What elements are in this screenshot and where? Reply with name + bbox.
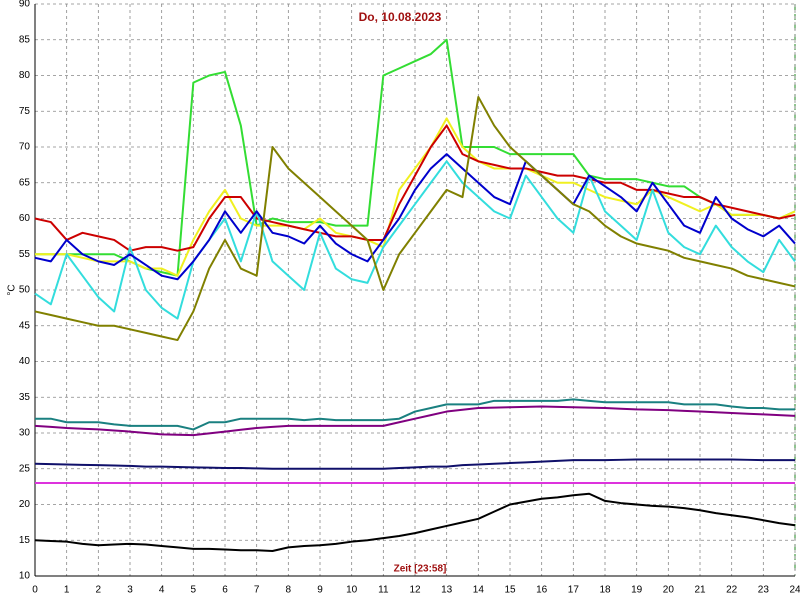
x-tick-label: 17 xyxy=(568,585,580,596)
x-tick-label: 10 xyxy=(346,585,358,596)
x-tick-label: 11 xyxy=(378,585,389,596)
y-axis-label: °C xyxy=(7,284,18,295)
x-tick-label: 7 xyxy=(254,585,260,596)
x-tick-label: 2 xyxy=(96,585,102,596)
y-tick-label: 35 xyxy=(19,392,31,403)
series-line xyxy=(34,124,796,252)
x-tick-label: 18 xyxy=(599,585,611,596)
series-line xyxy=(35,398,795,431)
y-tick-label: 65 xyxy=(19,177,31,188)
y-tick-label: 10 xyxy=(19,571,31,582)
x-tick-label: 22 xyxy=(726,585,738,596)
x-tick-label: 5 xyxy=(191,585,197,596)
y-tick-label: 70 xyxy=(19,142,31,153)
y-tick-label: 30 xyxy=(19,428,31,439)
x-axis-label: Zeit [23:58] xyxy=(394,564,447,575)
y-tick-label: 20 xyxy=(19,499,31,510)
series-line xyxy=(35,38,796,277)
series-line xyxy=(34,458,795,470)
x-tick-label: 15 xyxy=(504,585,516,596)
x-tick-label: 19 xyxy=(631,585,643,596)
x-tick-label: 13 xyxy=(441,585,453,596)
y-tick-label: 75 xyxy=(19,106,31,117)
x-tick-label: 14 xyxy=(473,585,485,596)
x-tick-label: 21 xyxy=(694,585,706,596)
x-tick-label: 24 xyxy=(789,585,800,596)
x-tick-label: 0 xyxy=(32,585,38,596)
y-tick-label: 85 xyxy=(19,34,31,45)
y-tick-label: 55 xyxy=(19,249,31,260)
series-line xyxy=(34,160,796,320)
x-tick-label: 23 xyxy=(758,585,770,596)
series-line xyxy=(34,153,796,281)
series-line xyxy=(35,117,796,277)
x-tick-label: 12 xyxy=(409,585,421,596)
y-tick-label: 25 xyxy=(19,463,31,474)
chart-title: Do, 10.08.2023 xyxy=(359,10,442,24)
x-tick-label: 16 xyxy=(536,585,548,596)
x-tick-label: 9 xyxy=(317,585,323,596)
y-tick-label: 80 xyxy=(19,70,31,81)
y-tick-label: 15 xyxy=(19,535,31,546)
y-tick-label: 50 xyxy=(19,285,31,296)
x-tick-label: 3 xyxy=(127,585,133,596)
y-tick-label: 60 xyxy=(19,213,31,224)
series-line xyxy=(34,95,796,342)
x-tick-label: 4 xyxy=(159,585,165,596)
x-tick-label: 1 xyxy=(64,585,70,596)
x-tick-label: 6 xyxy=(222,585,228,596)
y-tick-label: 40 xyxy=(19,356,31,367)
y-tick-label: 90 xyxy=(19,0,31,10)
x-tick-label: 8 xyxy=(286,585,292,596)
y-tick-label: 45 xyxy=(19,320,31,331)
x-tick-label: 20 xyxy=(663,585,675,596)
series-line xyxy=(34,405,796,437)
series-line xyxy=(34,492,796,552)
